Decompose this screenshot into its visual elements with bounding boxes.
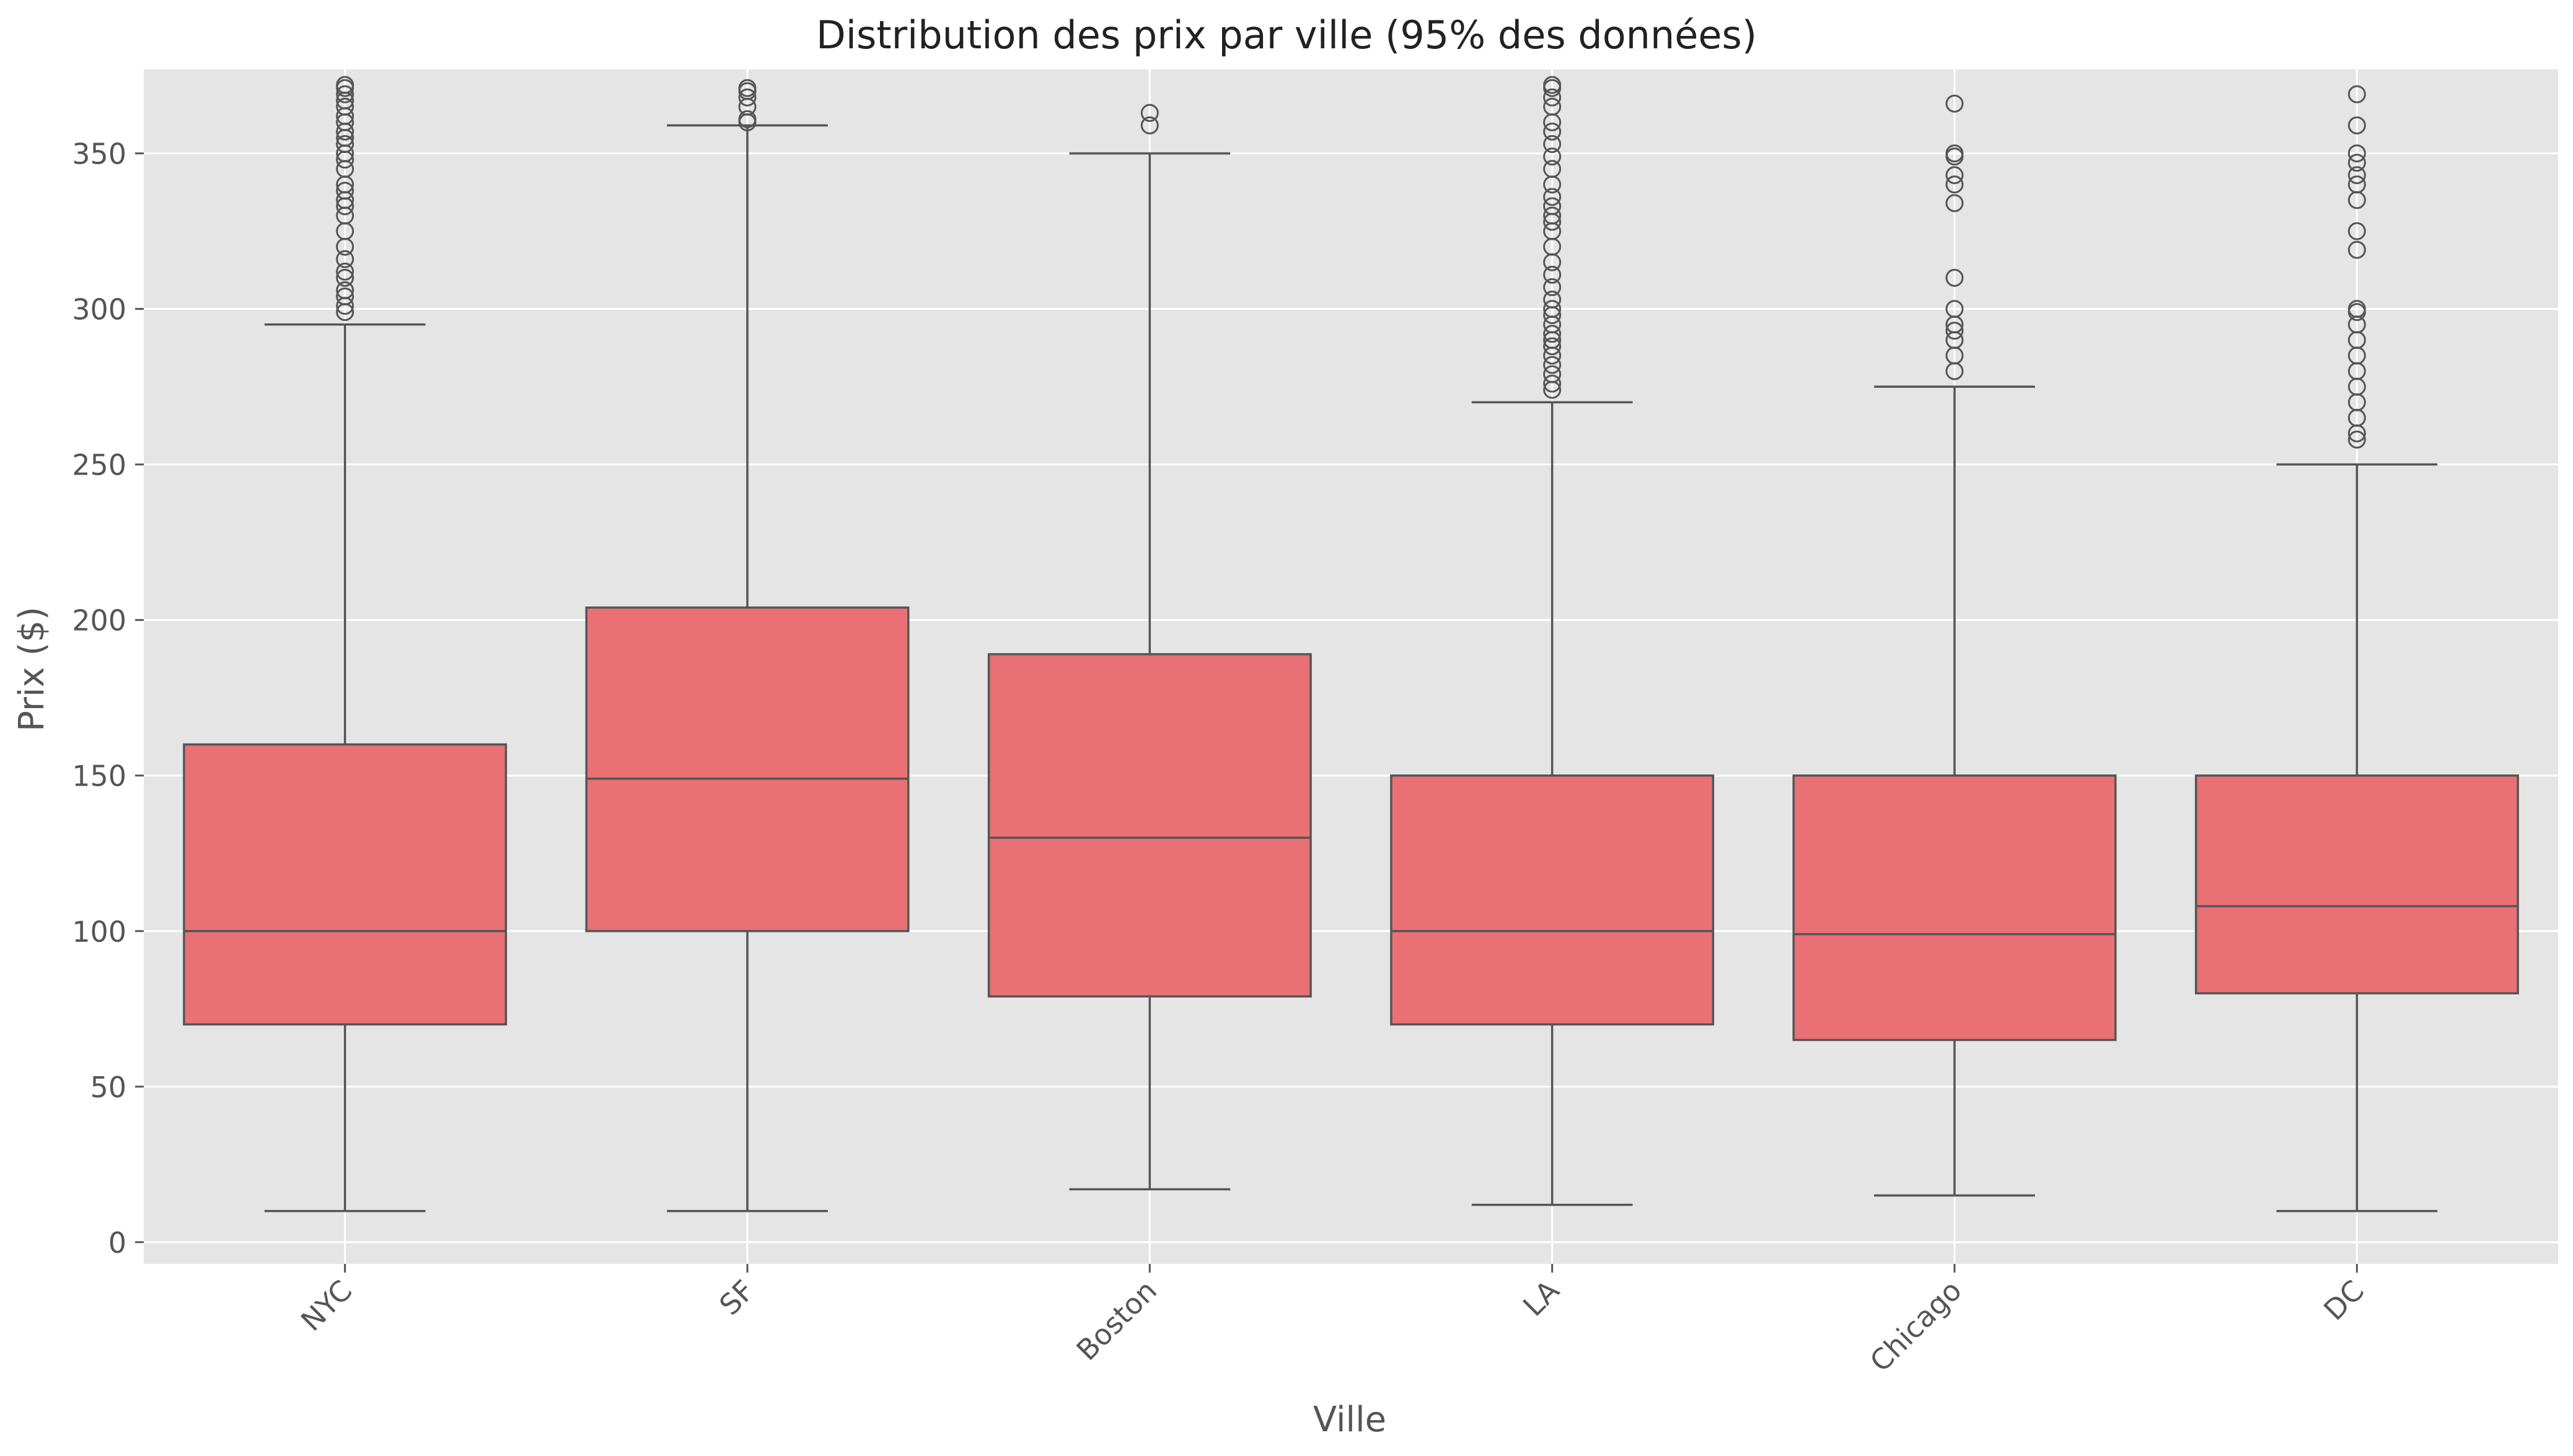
outlier-point [1945, 300, 1964, 318]
outlier-point [2347, 300, 2366, 318]
outlier-point [1543, 265, 1562, 284]
outlier-point [1543, 197, 1562, 216]
outlier-point [1543, 278, 1562, 296]
y-tick-label: 300 [72, 293, 126, 327]
x-tick-label-chicago: Chicago [1863, 1274, 1968, 1379]
outlier-point [2347, 85, 2366, 103]
iqr-box [585, 606, 910, 932]
outlier-point [2347, 175, 2366, 194]
outlier-point [1945, 268, 1964, 287]
y-tick-label: 50 [90, 1071, 126, 1104]
outlier-point [1543, 206, 1562, 225]
outlier-point [1945, 194, 1964, 213]
outlier-point [1945, 94, 1964, 113]
outlier-point [1543, 88, 1562, 107]
outlier-point [1543, 337, 1562, 356]
y-tick-label: 200 [72, 604, 126, 638]
outlier-point [1543, 291, 1562, 309]
x-axis-label: Ville [1313, 1400, 1386, 1440]
outlier-point [1543, 374, 1562, 393]
outlier-point [1945, 144, 1964, 163]
outlier-point [1543, 365, 1562, 384]
outlier-point [2347, 154, 2366, 172]
outlier-point [1543, 97, 1562, 116]
outlier-point [336, 281, 354, 299]
outlier-point [2347, 166, 2366, 185]
iqr-box [1390, 774, 1715, 1026]
outlier-point [1543, 188, 1562, 206]
box-nyc [183, 76, 508, 1213]
y-tick-label: 350 [72, 138, 126, 171]
plot-area [144, 69, 2558, 1264]
outlier-point [1945, 166, 1964, 185]
outlier-point [336, 76, 354, 94]
outlier-point [1140, 116, 1159, 134]
y-tick-label: 0 [108, 1226, 126, 1260]
iqr-box [987, 653, 1312, 998]
x-tick-label-nyc: NYC [294, 1274, 358, 1338]
y-tick-label: 150 [72, 760, 126, 793]
outlier-point [1543, 135, 1562, 153]
box-chicago [1792, 94, 2117, 1197]
outlier-point [336, 85, 354, 103]
outlier-point [1543, 356, 1562, 374]
outlier-point [1945, 322, 1964, 340]
outlier-point [336, 135, 354, 153]
outlier-point [1543, 160, 1562, 178]
x-tick-label-dc: DC [2317, 1274, 2370, 1327]
outlier-point [738, 110, 757, 128]
box-dc [2194, 85, 2519, 1213]
iqr-box [2194, 774, 2519, 994]
outlier-point [1945, 175, 1964, 194]
iqr-box [1792, 774, 2117, 1042]
outlier-point [1543, 122, 1562, 141]
outlier-point [336, 250, 354, 268]
iqr-box [183, 743, 508, 1026]
y-tick-label: 100 [72, 915, 126, 949]
outlier-point [2347, 222, 2366, 240]
chart-title: Distribution des prix par ville (95% des… [816, 12, 1757, 58]
x-tick-label-boston: Boston [1070, 1274, 1163, 1367]
outlier-point [1543, 300, 1562, 318]
outlier-point [336, 97, 354, 116]
outlier-point [1543, 147, 1562, 166]
x-tick-label-sf: SF [713, 1274, 761, 1322]
outlier-point [336, 287, 354, 306]
outlier-point [2347, 430, 2366, 449]
outlier-point [738, 79, 757, 97]
outlier-point [1140, 103, 1159, 122]
x-tick-label-la: LA [1516, 1273, 1566, 1323]
outlier-point [336, 268, 354, 287]
outlier-point [1543, 76, 1562, 94]
outlier-point [336, 182, 354, 200]
outlier-point [2347, 116, 2366, 134]
box-la [1390, 76, 1715, 1206]
outlier-point [336, 262, 354, 281]
outlier-point [2347, 144, 2366, 163]
outlier-point [1543, 325, 1562, 343]
boxes [183, 76, 2519, 1213]
y-axis-label: Prix ($) [12, 607, 52, 732]
y-tick-label: 250 [72, 449, 126, 482]
outlier-point [738, 88, 757, 107]
box-boston [987, 103, 1312, 1191]
outlier-point [2347, 240, 2366, 259]
box-sf [585, 79, 910, 1213]
